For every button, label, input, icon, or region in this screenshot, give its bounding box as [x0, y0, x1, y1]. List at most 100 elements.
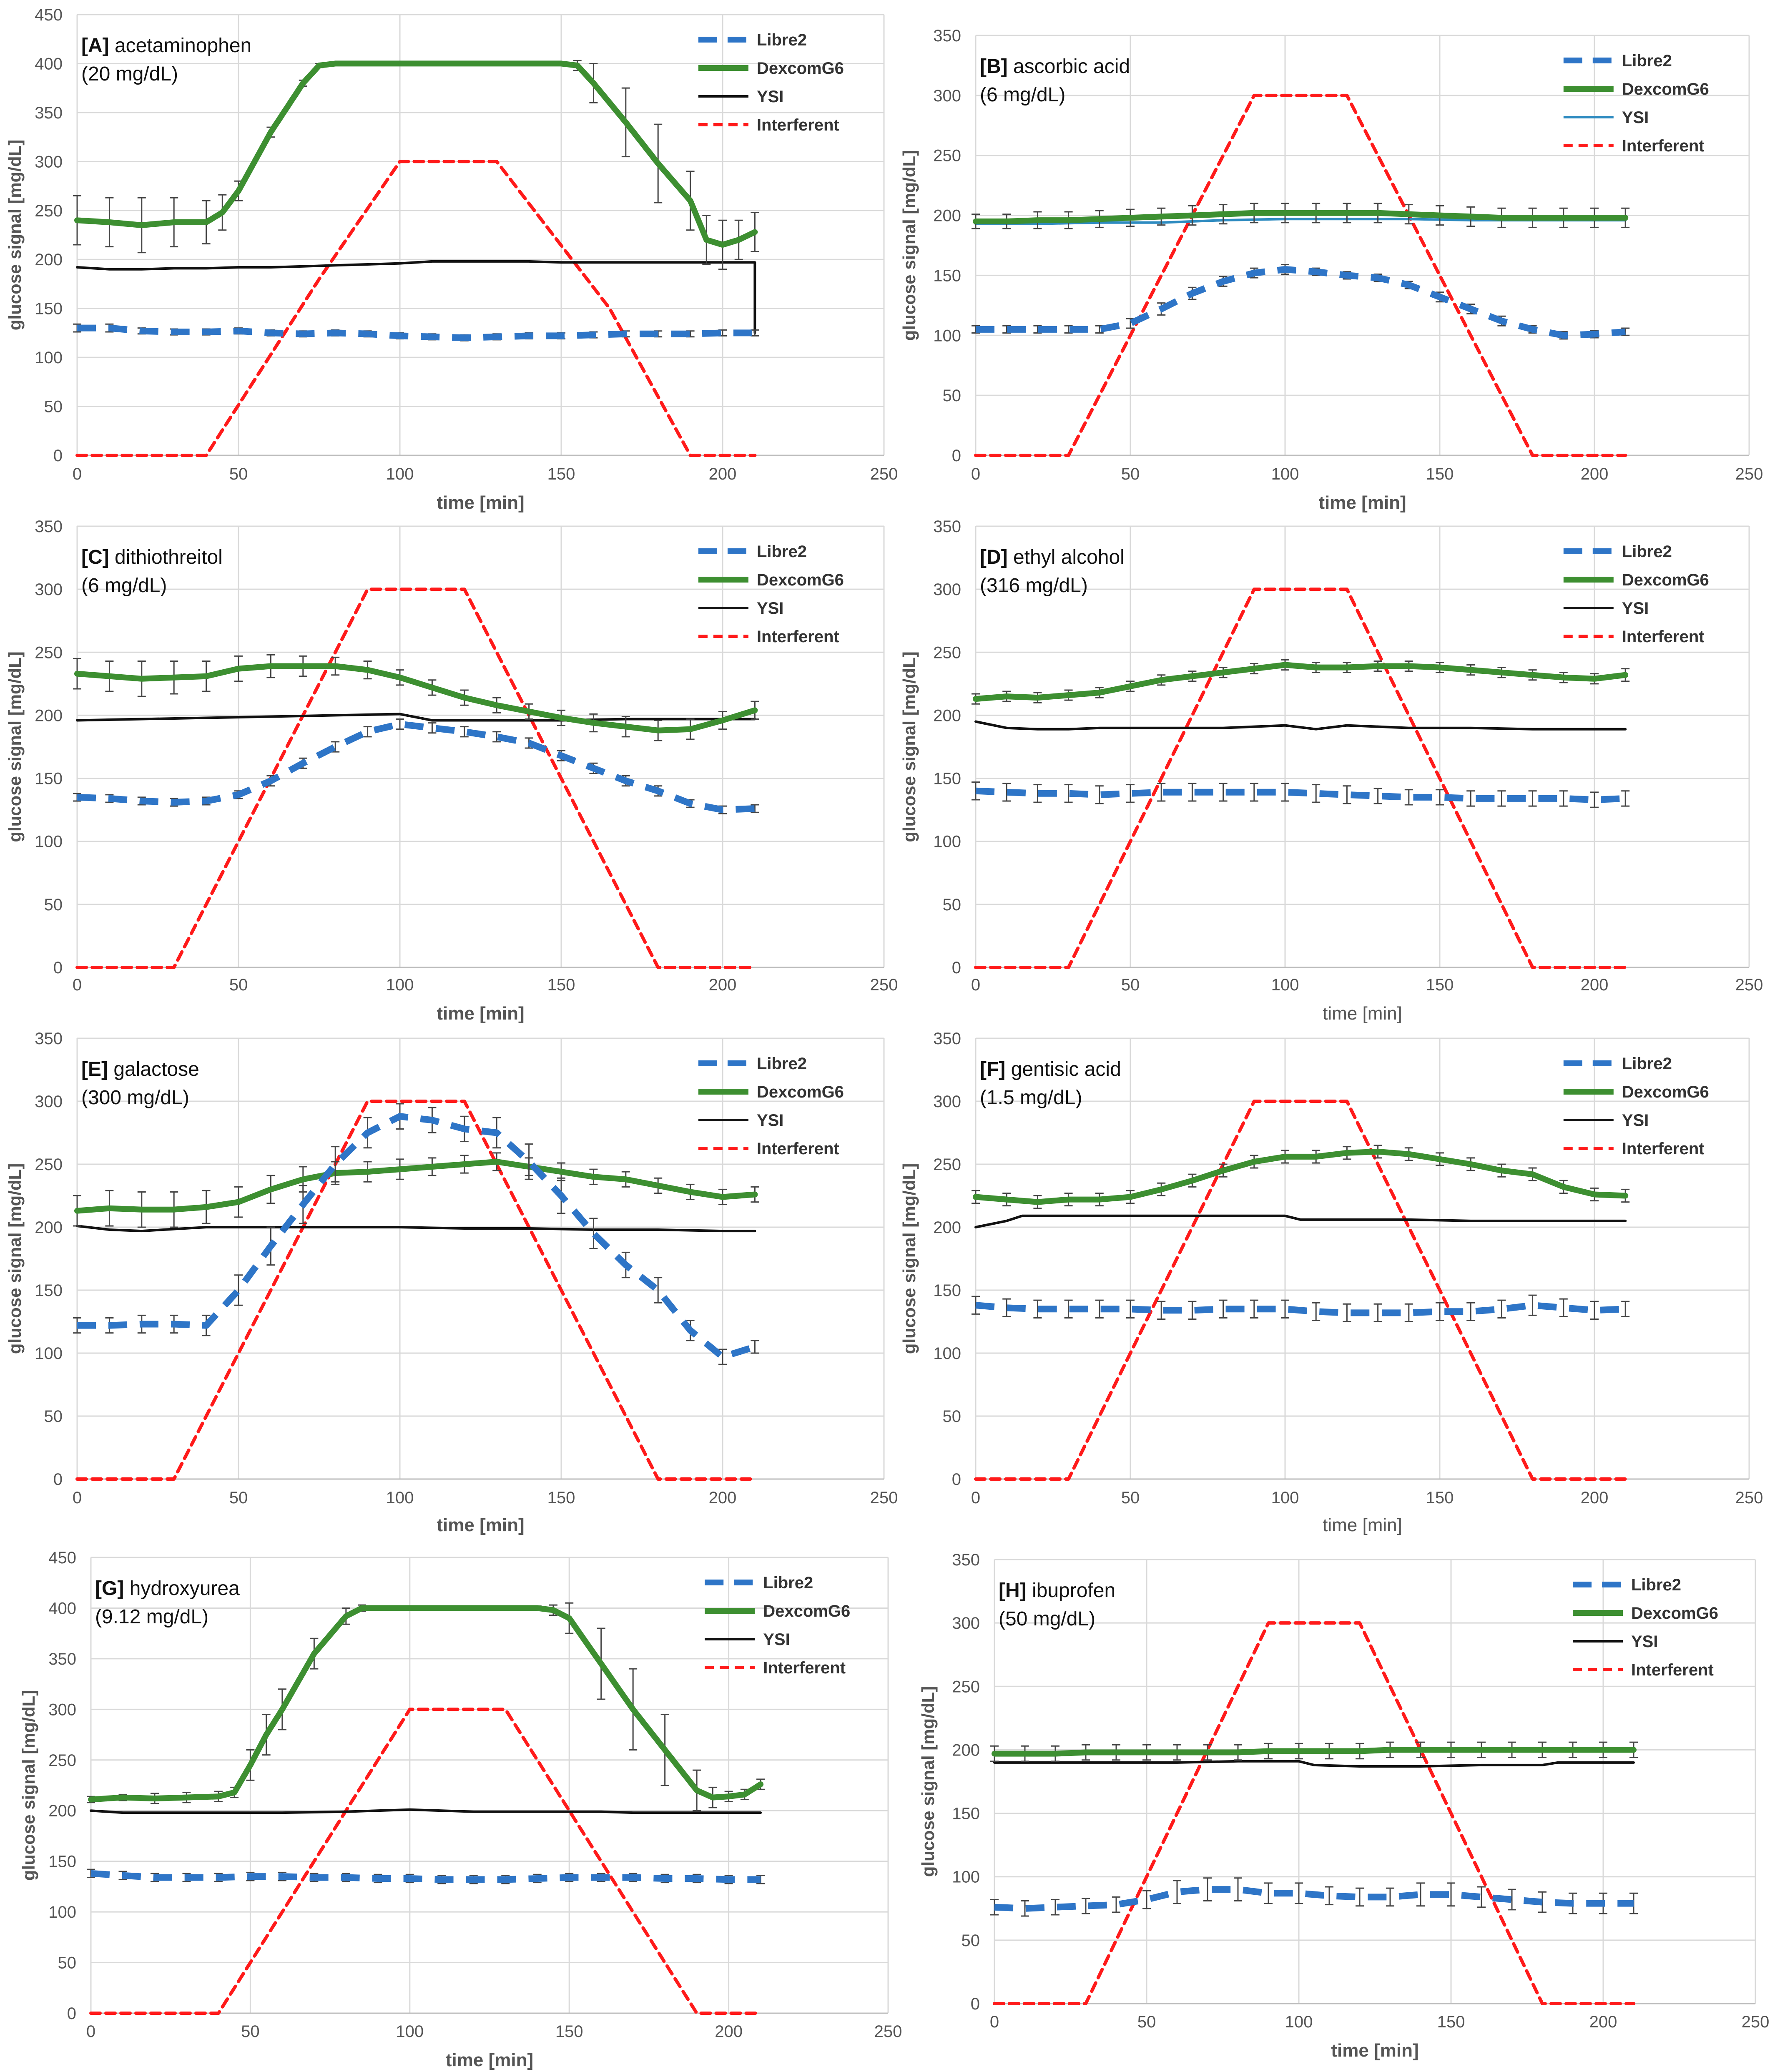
interferent-series-line	[75, 160, 757, 457]
y-tick-label: 100	[35, 349, 63, 367]
y-tick-label: 50	[962, 1931, 980, 1950]
panel-interferent-name: ascorbic acid	[1008, 55, 1130, 78]
ysi-series-line	[974, 1214, 1627, 1228]
dexcomg6-series-line	[74, 1159, 758, 1214]
x-tick-label: 250	[1742, 2013, 1770, 2031]
y-tick-label: 100	[35, 833, 63, 851]
y-tick-label: 250	[933, 643, 961, 662]
panel-tag: [B]	[980, 55, 1008, 78]
y-tick-label: 0	[952, 1470, 961, 1489]
y-tick-label: 50	[58, 1954, 77, 1972]
x-tick-label: 50	[1121, 976, 1140, 994]
y-tick-label: 100	[48, 1903, 76, 1921]
y-tick-label: 250	[48, 1751, 76, 1770]
x-tick-label: 150	[1426, 976, 1454, 994]
x-axis-label: time [min]	[437, 492, 524, 513]
x-tick-label: 50	[1121, 1489, 1140, 1507]
y-axis-label: glucose signal [mg/dL]	[5, 140, 25, 330]
ysi-series-line	[76, 713, 756, 722]
panel-interferent-name: galactose	[108, 1058, 199, 1080]
x-tick-label: 150	[1426, 1489, 1454, 1507]
dexcomg6-series-line	[74, 60, 758, 248]
legend-label-dexcomg6: DexcomG6	[1622, 571, 1709, 589]
x-tick-label: 250	[870, 1489, 898, 1507]
y-tick-label: 150	[35, 1281, 63, 1300]
panel-tag: [E]	[81, 1058, 108, 1080]
y-tick-label: 400	[48, 1599, 76, 1617]
x-tick-label: 0	[73, 976, 82, 994]
legend-label-ysi: YSI	[1631, 1632, 1658, 1651]
y-tick-label: 100	[952, 1868, 980, 1886]
y-tick-label: 150	[933, 266, 961, 285]
chart-panel-d: 0 50 100 150 200 250 300 350 0 50 100 150 200 250 time…	[899, 517, 1763, 1024]
x-tick-label: 50	[241, 2022, 260, 2041]
dexcomg6-series-line	[973, 1148, 1629, 1205]
y-tick-label: 350	[35, 517, 63, 536]
x-tick-label: 150	[547, 1489, 575, 1507]
y-axis-label: glucose signal [mg/dL]	[899, 1163, 919, 1354]
y-tick-label: 250	[933, 147, 961, 165]
dexcomg6-series-line	[74, 663, 758, 733]
x-tick-label: 250	[1735, 1489, 1763, 1507]
legend-label-libre2: Libre2	[1631, 1576, 1681, 1594]
y-tick-label: 300	[933, 87, 961, 105]
interferent-series-line	[89, 1708, 763, 2015]
y-tick-label: 50	[44, 1407, 63, 1426]
y-tick-label: 100	[933, 833, 961, 851]
y-tick-label: 150	[933, 1281, 961, 1300]
y-tick-label: 350	[933, 27, 961, 45]
legend-label-interferent: Interferent	[1631, 1661, 1714, 1679]
y-tick-label: 200	[48, 1802, 76, 1820]
y-tick-label: 200	[35, 706, 63, 725]
legend-label-interferent: Interferent	[757, 116, 839, 134]
panel-dose: (6 mg/dL)	[980, 84, 1065, 106]
panel-dose: (1.5 mg/dL)	[980, 1087, 1082, 1109]
x-tick-label: 100	[386, 1489, 414, 1507]
dexcomg6-series-line	[992, 1747, 1637, 1757]
y-tick-label: 0	[952, 447, 961, 465]
y-axis-label: glucose signal [mg/dL]	[5, 1163, 25, 1354]
y-tick-label: 200	[35, 1218, 63, 1237]
x-tick-label: 100	[386, 465, 414, 483]
y-tick-label: 250	[952, 1678, 980, 1696]
interferent-series-line	[993, 1621, 1635, 2005]
x-axis-label: time [min]	[1323, 1003, 1402, 1024]
x-axis-label: time [min]	[1331, 2040, 1418, 2061]
y-tick-label: 350	[48, 1650, 76, 1668]
panel-tag: [C]	[81, 546, 109, 568]
x-tick-label: 100	[1271, 465, 1299, 483]
panel-interferent-name: gentisic acid	[1005, 1058, 1121, 1080]
libre2-series-line	[77, 1113, 756, 1361]
legend-label-libre2: Libre2	[1622, 542, 1672, 561]
legend-label-interferent: Interferent	[757, 1140, 839, 1158]
panel-title: [B] ascorbic acid	[980, 55, 1130, 78]
legend-label-libre2: Libre2	[757, 542, 807, 561]
panel-dose: (316 mg/dL)	[980, 575, 1088, 597]
y-tick-label: 300	[35, 580, 63, 599]
legend-label-libre2: Libre2	[763, 1574, 813, 1592]
x-tick-label: 250	[870, 465, 898, 483]
x-tick-label: 250	[874, 2022, 902, 2041]
panel-tag: [G]	[95, 1577, 124, 1600]
x-tick-label: 100	[1271, 976, 1299, 994]
ysi-series-line	[76, 1225, 756, 1233]
y-tick-label: 0	[53, 959, 63, 977]
y-tick-label: 250	[35, 643, 63, 662]
legend-label-dexcomg6: DexcomG6	[757, 571, 844, 589]
legend-label-libre2: Libre2	[757, 31, 807, 49]
panel-tag: [H]	[999, 1580, 1027, 1602]
y-tick-label: 300	[933, 580, 961, 599]
y-tick-label: 50	[44, 398, 63, 416]
chart-panel-c: 0 50 100 150 200 250 300 350 0 50 100 150 200 250 time…	[5, 517, 898, 1024]
y-tick-label: 350	[933, 1030, 961, 1048]
x-tick-label: 150	[1426, 465, 1454, 483]
y-tick-label: 0	[67, 2004, 76, 2023]
y-axis-label: glucose signal [mg/dL]	[19, 1690, 38, 1881]
y-tick-label: 150	[48, 1853, 76, 1871]
y-tick-label: 200	[933, 207, 961, 225]
legend-label-ysi: YSI	[763, 1630, 790, 1649]
ysi-series-line	[993, 1760, 1635, 1768]
x-tick-label: 0	[971, 976, 980, 994]
legend-label-ysi: YSI	[757, 88, 783, 106]
